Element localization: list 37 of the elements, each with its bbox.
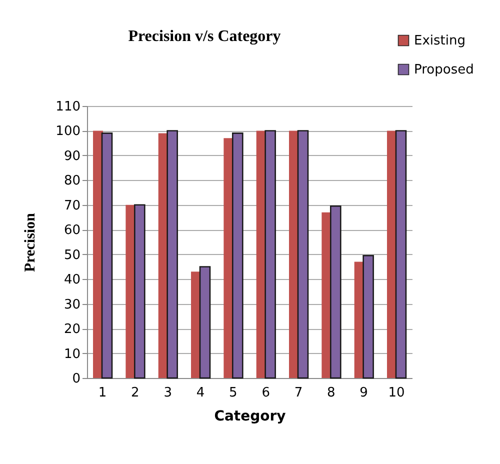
bar [330, 205, 342, 379]
legend-label: Proposed [414, 62, 474, 78]
bar [166, 130, 178, 379]
y-tick-label: 60 [64, 223, 80, 238]
x-tick-label: 2 [131, 386, 140, 400]
y-tick-label: 50 [64, 248, 80, 263]
y-tick-label: 10 [64, 346, 80, 362]
bar [199, 266, 211, 379]
bar [362, 254, 374, 379]
y-tick-label: 0 [72, 372, 80, 386]
bar [395, 130, 407, 379]
y-tick-label: 40 [64, 272, 80, 288]
bar [134, 204, 146, 379]
bar [264, 130, 276, 379]
y-tick-label: 20 [64, 322, 80, 338]
y-tick-label: 80 [64, 174, 80, 189]
bar [297, 130, 309, 379]
x-tick-label: 5 [229, 386, 238, 400]
x-tick-label: 1 [98, 386, 107, 400]
x-tick-label: 8 [327, 386, 336, 400]
chart-title: Precision v/s Category [128, 28, 281, 45]
y-tick-label: 100 [56, 124, 80, 140]
x-tick-label: 7 [294, 386, 303, 400]
legend-label: Existing [414, 34, 466, 48]
x-tick-label: 9 [360, 386, 368, 400]
y-tick-label: 30 [64, 297, 80, 312]
x-axis-title: Category [214, 408, 286, 424]
x-tick-label: 4 [196, 386, 205, 400]
y-tick-label: 70 [64, 198, 80, 214]
x-tick-label: 3 [164, 386, 172, 400]
y-tick-label: 90 [64, 148, 80, 164]
x-tick-label: 10 [388, 386, 405, 400]
y-axis-title: Precision [22, 212, 39, 272]
bar [232, 132, 244, 379]
y-tick-label: 110 [56, 100, 80, 114]
x-tick-label: 6 [262, 386, 270, 400]
bar [101, 132, 113, 379]
